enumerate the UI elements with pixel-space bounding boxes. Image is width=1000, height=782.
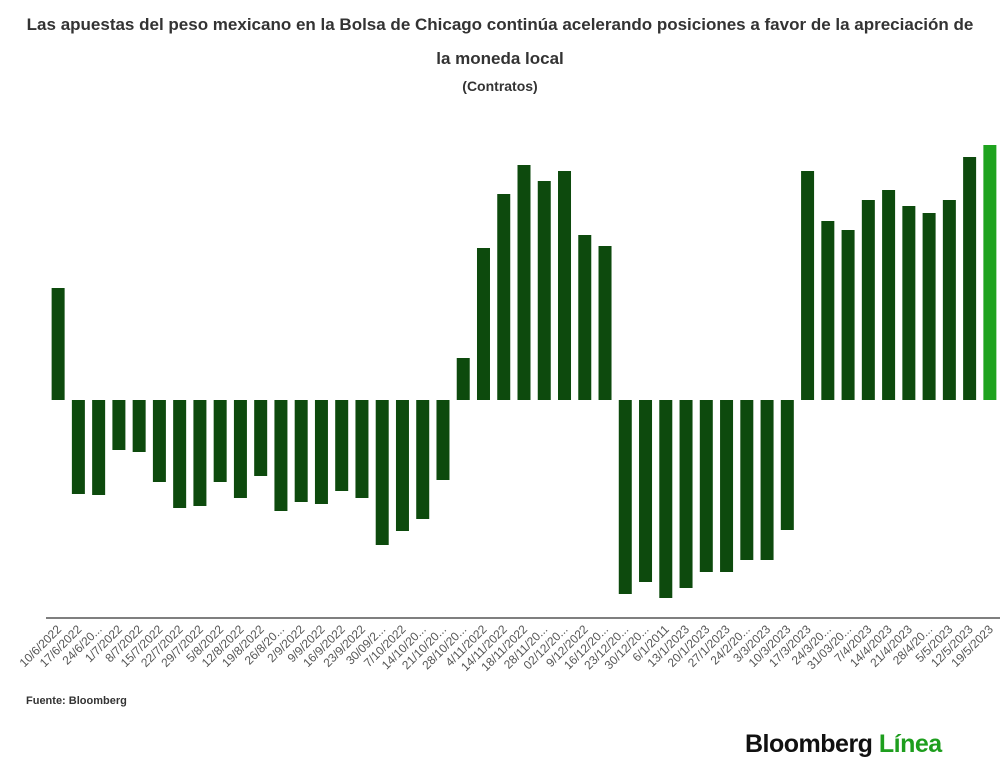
bar: [92, 400, 106, 495]
bar: [558, 171, 572, 400]
bar: [760, 400, 774, 560]
bar: [983, 145, 997, 400]
bar: [963, 157, 977, 400]
bar: [132, 400, 146, 452]
bar: [335, 400, 349, 491]
bar: [780, 400, 794, 530]
bar: [922, 213, 936, 400]
bar: [233, 400, 247, 498]
bar: [71, 400, 85, 494]
bar: [801, 171, 815, 400]
bar: [659, 400, 673, 598]
bar: [193, 400, 207, 506]
bar: [274, 400, 288, 511]
bar: [618, 400, 632, 594]
bar: [821, 221, 835, 400]
bar: [902, 206, 916, 400]
logo-brand: Bloomberg: [745, 730, 873, 758]
bar: [456, 358, 470, 400]
bar: [639, 400, 653, 582]
chart-subtitle: (Contratos): [462, 78, 538, 94]
bar: [152, 400, 166, 482]
bar: [294, 400, 308, 502]
bar: [395, 400, 409, 531]
bar: [375, 400, 389, 545]
source-note: Fuente: Bloomberg: [26, 695, 127, 707]
bar: [314, 400, 328, 504]
bar: [476, 248, 490, 400]
bar: [213, 400, 227, 482]
bar: [841, 230, 855, 400]
bar: [436, 400, 450, 480]
bar: [254, 400, 268, 476]
bar: [861, 200, 875, 400]
bar: [740, 400, 754, 560]
bar: [679, 400, 693, 588]
bar: [699, 400, 713, 572]
bar: [112, 400, 126, 450]
bar: [497, 194, 511, 400]
bar: [173, 400, 187, 508]
bar: [517, 165, 531, 400]
logo-suffix: Línea: [878, 730, 942, 758]
chart-title: Las apuestas del peso mexicano en la Bol…: [26, 15, 974, 68]
bar: [598, 246, 612, 400]
bar: [51, 288, 65, 400]
bar: [720, 400, 734, 572]
bar: [355, 400, 369, 498]
bar: [882, 190, 896, 400]
bar: [942, 200, 956, 400]
bar: [537, 181, 551, 400]
bar: [578, 235, 592, 400]
logo: Bloomberg Línea: [745, 730, 942, 759]
bar: [416, 400, 430, 519]
